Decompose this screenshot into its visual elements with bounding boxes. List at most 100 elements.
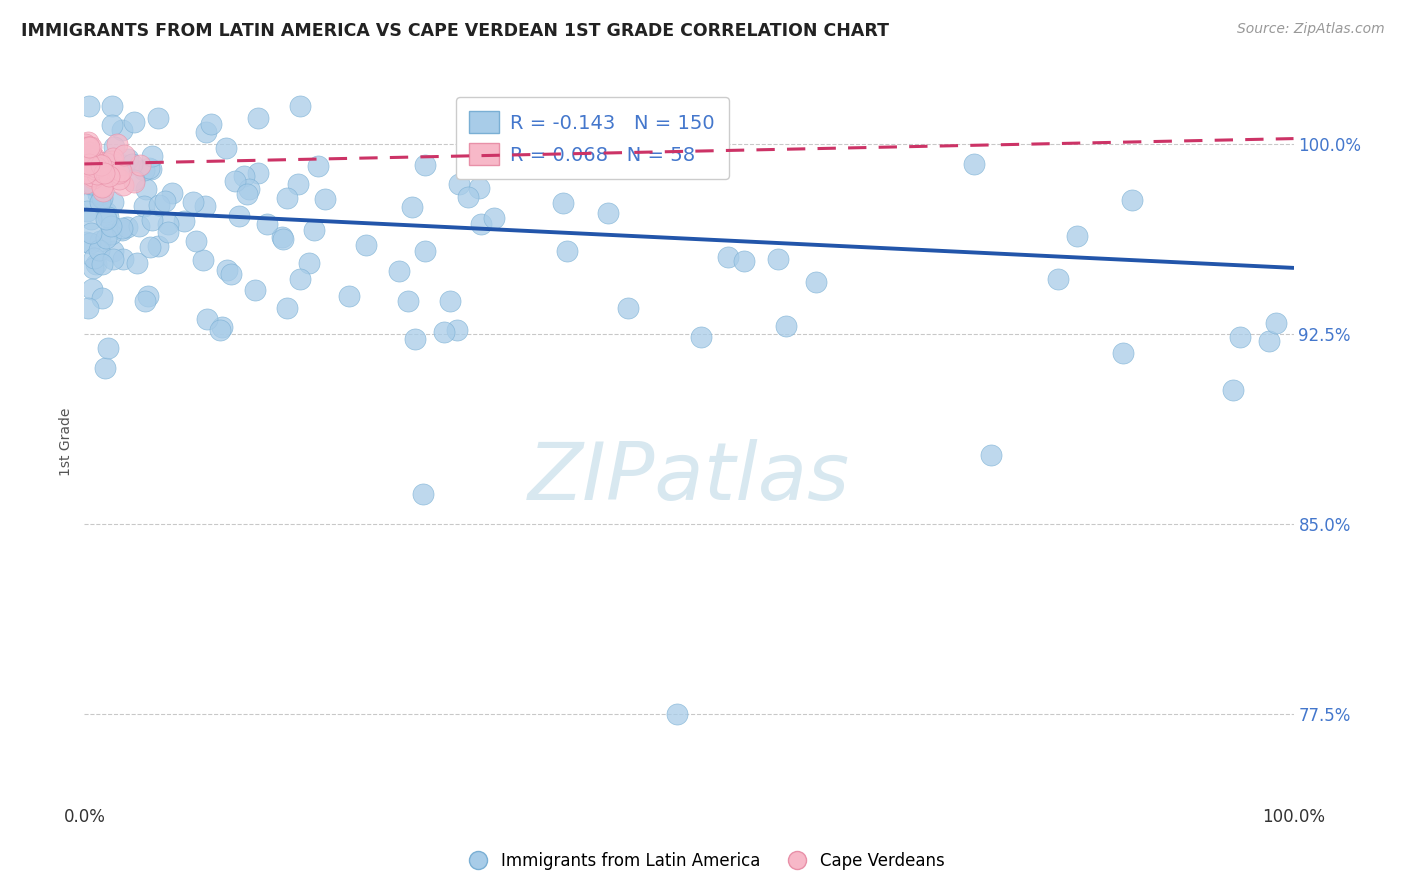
Point: [247, 166, 270, 180]
Point: [86, 186, 108, 201]
Point: [73, 156, 96, 170]
Point: [617, 301, 640, 316]
Point: [90, 158, 112, 172]
Point: [75, 145, 97, 159]
Point: [97, 210, 120, 224]
Point: [76, 159, 98, 173]
Point: [139, 161, 162, 176]
Point: [73, 136, 96, 151]
Point: [86, 161, 108, 175]
Point: [105, 137, 128, 152]
Point: [97, 164, 120, 178]
Point: [100, 158, 122, 172]
Point: [87, 157, 110, 171]
Point: [111, 123, 134, 137]
Point: [82, 171, 104, 186]
Point: [87, 243, 110, 257]
Point: [125, 256, 148, 270]
Point: [75, 139, 97, 153]
Point: [271, 230, 294, 244]
Point: [96, 211, 118, 226]
Point: [388, 264, 411, 278]
Point: [94, 360, 117, 375]
Point: [665, 707, 688, 722]
Point: [233, 169, 256, 183]
Point: [449, 178, 471, 192]
Point: [73, 152, 96, 166]
Point: [288, 272, 311, 286]
Point: [484, 211, 506, 225]
Point: [129, 159, 152, 173]
Point: [82, 151, 104, 165]
Point: [101, 194, 124, 209]
Point: [80, 140, 103, 154]
Point: [111, 178, 134, 192]
Point: [93, 158, 115, 172]
Point: [247, 111, 270, 125]
Point: [134, 163, 156, 178]
Point: [733, 253, 755, 268]
Point: [439, 293, 461, 308]
Point: [287, 178, 309, 192]
Point: [91, 184, 114, 198]
Point: [132, 199, 155, 213]
Point: [238, 182, 260, 196]
Legend: Immigrants from Latin America, Cape Verdeans: Immigrants from Latin America, Cape Verd…: [454, 846, 952, 877]
Point: [82, 177, 104, 191]
Point: [215, 262, 238, 277]
Point: [80, 282, 103, 296]
Point: [94, 205, 117, 219]
Point: [298, 256, 321, 270]
Point: [75, 235, 97, 249]
Point: [111, 220, 134, 235]
Point: [401, 200, 423, 214]
Point: [148, 112, 170, 126]
Point: [314, 192, 336, 206]
Point: [101, 98, 124, 112]
Point: [468, 181, 491, 195]
Point: [134, 293, 156, 308]
Point: [90, 187, 112, 202]
Point: [1222, 383, 1244, 397]
Point: [122, 115, 145, 129]
Point: [76, 161, 98, 176]
Point: [717, 251, 740, 265]
Point: [90, 179, 112, 194]
Point: [101, 252, 124, 266]
Point: [77, 157, 100, 171]
Text: ZIPatlas: ZIPatlas: [527, 439, 851, 516]
Point: [806, 275, 828, 289]
Point: [290, 98, 312, 112]
Point: [112, 158, 135, 172]
Point: [89, 194, 111, 209]
Point: [101, 153, 124, 168]
Point: [89, 155, 111, 169]
Point: [79, 149, 101, 163]
Point: [76, 301, 98, 315]
Point: [77, 98, 100, 112]
Point: [73, 153, 96, 168]
Point: [354, 238, 377, 252]
Point: [107, 172, 129, 186]
Point: [1229, 329, 1251, 343]
Point: [433, 325, 456, 339]
Point: [86, 167, 108, 181]
Point: [117, 152, 139, 166]
Point: [79, 145, 101, 159]
Point: [412, 486, 434, 500]
Text: IMMIGRANTS FROM LATIN AMERICA VS CAPE VERDEAN 1ST GRADE CORRELATION CHART: IMMIGRANTS FROM LATIN AMERICA VS CAPE VE…: [21, 22, 889, 40]
Point: [80, 227, 103, 241]
Point: [186, 234, 208, 248]
Point: [236, 187, 259, 202]
Point: [77, 155, 100, 169]
Point: [77, 173, 100, 187]
Point: [83, 251, 105, 265]
Point: [404, 332, 426, 346]
Point: [75, 160, 97, 174]
Point: [396, 294, 419, 309]
Point: [76, 151, 98, 165]
Point: [136, 289, 159, 303]
Point: [79, 235, 101, 250]
Point: [128, 219, 150, 233]
Point: [122, 175, 145, 189]
